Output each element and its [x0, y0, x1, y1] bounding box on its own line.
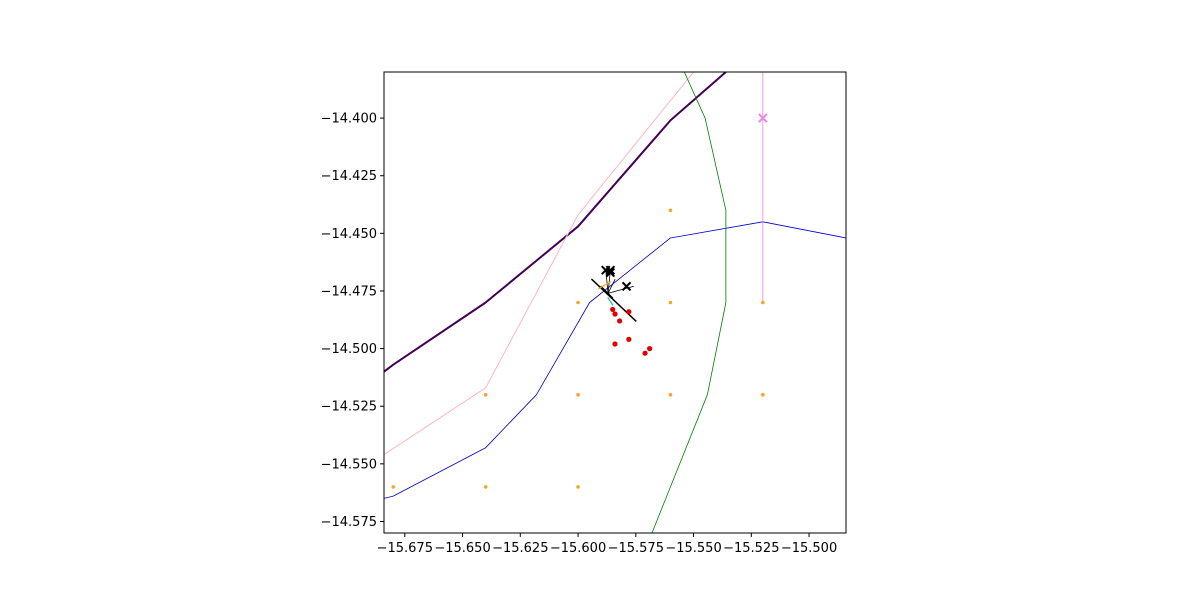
segment-7 — [607, 297, 614, 306]
y-tick-label-7: −14.575 — [321, 515, 377, 530]
x-tick-label-3: −15.600 — [550, 541, 606, 556]
x-tick-label-6: −15.525 — [723, 541, 779, 556]
data-point-s0-2 — [483, 485, 488, 489]
x-marker-s2-2 — [605, 267, 616, 278]
x-tick-label-0: −15.675 — [377, 541, 433, 556]
data-point-s0-0 — [391, 485, 396, 489]
x-tick-label-5: −15.550 — [665, 541, 721, 556]
data-point-s0-8 — [668, 392, 673, 397]
data-point-s1-5 — [626, 336, 632, 342]
x-tick-label-1: −15.650 — [434, 541, 490, 556]
y-tick-label-4: −14.500 — [321, 342, 377, 357]
data-point-s0-5 — [576, 485, 580, 489]
x-marker-s2-3 — [621, 281, 632, 292]
series-line-dark-purple-line — [384, 72, 727, 373]
data-point-s1-6 — [642, 350, 648, 356]
x-tick-label-7: −15.500 — [781, 541, 837, 556]
series-line-green-line — [651, 72, 727, 533]
y-tick-label-2: −14.450 — [321, 227, 377, 242]
data-point-s1-1 — [612, 311, 618, 317]
data-point-s1-4 — [612, 341, 618, 347]
data-point-s0-6 — [668, 208, 673, 213]
x-marker-s3-0 — [758, 113, 768, 123]
axes: −15.675 −15.650 −15.625 −15.600 −15.575 −15.5… — [321, 71, 847, 556]
series-line-blue-line — [384, 221, 846, 499]
y-tick-label-5: −14.525 — [321, 400, 377, 415]
data-point-s0-9 — [761, 300, 765, 305]
x-tick-label-2: −15.625 — [492, 541, 548, 556]
y-tick-label-0: −14.400 — [321, 112, 377, 127]
y-tick-label-6: −14.550 — [321, 457, 377, 472]
segment-2 — [607, 285, 634, 294]
segment-1 — [600, 285, 614, 299]
data-point-s0-10 — [761, 392, 765, 397]
series-line-pink-line — [384, 72, 694, 456]
data-point-s0-1 — [483, 392, 488, 397]
x-marker-s2-1 — [605, 265, 616, 275]
plot-area — [384, 72, 846, 533]
data-point-s1-0 — [610, 306, 616, 313]
data-point-s1-7 — [647, 346, 653, 352]
y-tick-label-3: −14.475 — [321, 284, 377, 299]
data-point-s0-4 — [576, 392, 580, 397]
y-tick-label-1: −14.425 — [321, 169, 377, 184]
segment-6 — [598, 281, 611, 290]
segment-5 — [607, 279, 616, 294]
data-point-s1-3 — [626, 309, 632, 315]
data-point-s0-7 — [668, 300, 673, 305]
x-tick-label-4: −15.575 — [608, 541, 664, 556]
data-point-s1-2 — [617, 318, 623, 324]
segment-3 — [605, 269, 609, 294]
axes-frame — [383, 71, 847, 534]
data-point-s0-3 — [576, 300, 580, 305]
